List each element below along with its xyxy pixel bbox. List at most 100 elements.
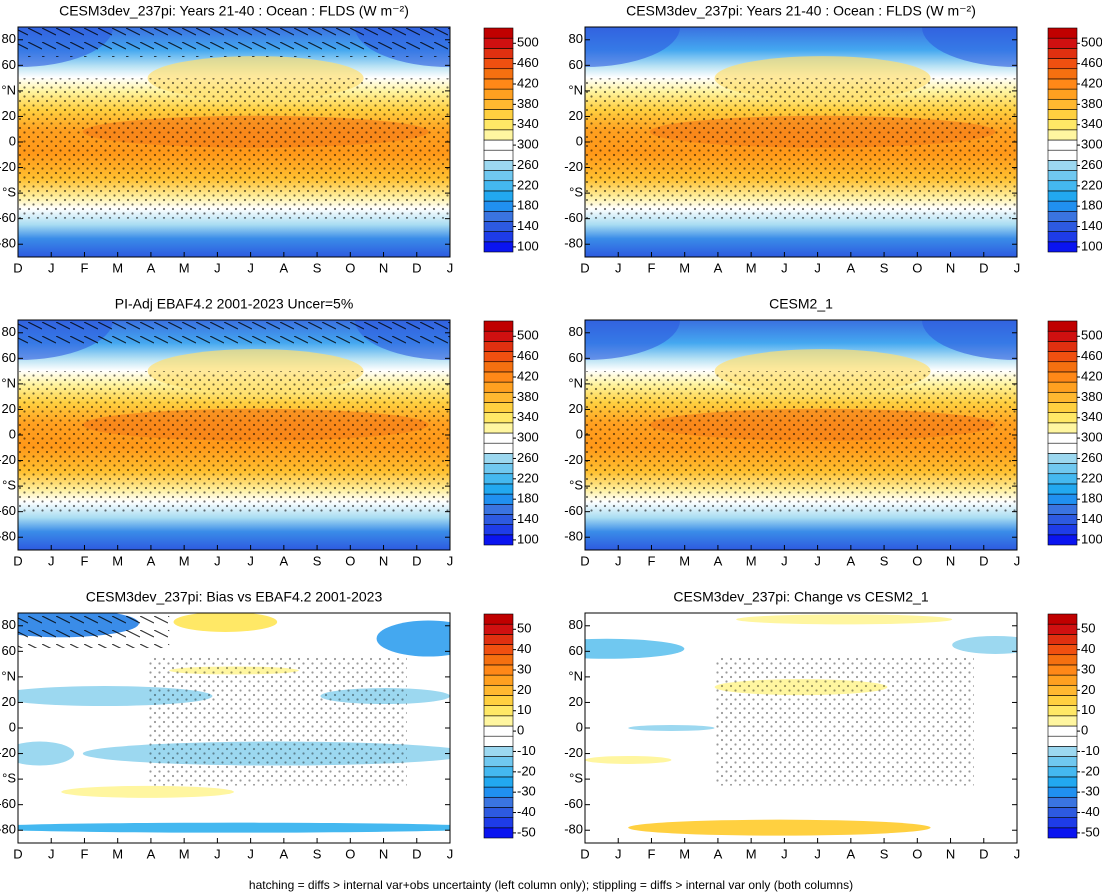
y-tick-label: 20 xyxy=(2,108,16,123)
colorbar-label: 500 xyxy=(1081,328,1102,343)
colorbar-label: 20 xyxy=(517,682,531,697)
x-tick-label: D xyxy=(13,260,22,275)
colorbar-box xyxy=(1047,98,1078,110)
colorbar-box xyxy=(1047,684,1078,696)
colorbar-box xyxy=(483,412,514,424)
y-tick-label: °S xyxy=(569,185,583,200)
colorbar-box xyxy=(483,391,514,403)
colorbar-box xyxy=(1047,48,1078,59)
y-tick-label: 0 xyxy=(9,133,16,148)
colorbar-label: 460 xyxy=(517,348,539,363)
field xyxy=(585,27,1017,257)
x-tick-label: D xyxy=(580,846,589,861)
x-tick-label: O xyxy=(345,846,355,861)
colorbar-label: 420 xyxy=(1081,75,1102,90)
colorbar-label: 100 xyxy=(517,531,539,546)
x-tick-label: M xyxy=(112,553,123,568)
x-tick-label: F xyxy=(647,260,655,275)
x-tick-label: N xyxy=(946,846,955,861)
x-tick-label: J xyxy=(615,260,622,275)
x-tick-label: D xyxy=(580,553,589,568)
y-tick-label: 80 xyxy=(569,31,583,46)
x-tick-label: F xyxy=(647,553,655,568)
x-tick-label: N xyxy=(379,846,388,861)
anomaly-patch xyxy=(585,638,685,659)
y-tick-label: 60 xyxy=(569,350,583,365)
colorbar-box xyxy=(1047,402,1078,413)
footer-note: hatching = diffs > internal var+obs unce… xyxy=(249,878,853,892)
colorbar-box xyxy=(483,453,514,464)
y-tick-label: 20 xyxy=(2,401,16,416)
colorbar-box xyxy=(483,180,514,192)
colorbar-box xyxy=(1047,534,1078,546)
colorbar-label: 20 xyxy=(1081,682,1095,697)
panel-title: CESM2_1 xyxy=(769,296,833,312)
colorbar-label: -30 xyxy=(517,784,536,799)
x-tick-label: A xyxy=(847,260,856,275)
y-tick-label: °S xyxy=(569,478,583,493)
panel: CESM3dev_237pi: Bias vs EBAF4.2 2001-202… xyxy=(0,589,536,862)
x-tick-label: D xyxy=(580,260,589,275)
colorbar-box xyxy=(1047,361,1078,373)
y-tick-label: 20 xyxy=(569,108,583,123)
colorbar-box xyxy=(1047,330,1078,342)
colorbar-box xyxy=(483,463,514,475)
x-tick-label: J xyxy=(48,846,55,861)
panel: CESM3dev_237pi: Years 21-40 : Ocean : FL… xyxy=(564,3,1102,276)
x-tick-label: A xyxy=(280,553,289,568)
y-tick-label: -80 xyxy=(0,529,16,544)
x-tick-label: M xyxy=(679,260,690,275)
x-tick-label: O xyxy=(345,260,355,275)
x-tick-label: F xyxy=(80,553,88,568)
stipple xyxy=(18,78,450,219)
colorbar-label: 420 xyxy=(1081,368,1102,383)
y-tick-label: 60 xyxy=(2,350,16,365)
x-tick-label: O xyxy=(912,260,922,275)
panel-title: CESM3dev_237pi: Years 21-40 : Ocean : FL… xyxy=(626,3,976,19)
colorbar-box xyxy=(1047,524,1078,536)
polar-n-r xyxy=(921,27,1017,67)
colorbar-box xyxy=(1047,391,1078,403)
colorbar-label: 100 xyxy=(517,238,539,253)
x-tick-label: F xyxy=(80,846,88,861)
colorbar-box xyxy=(483,807,514,818)
colorbar-box xyxy=(483,817,514,829)
colorbar-box xyxy=(1047,776,1078,788)
colorbar-box xyxy=(1047,807,1078,818)
colorbar-box xyxy=(1047,180,1078,192)
colorbar-label: 380 xyxy=(1081,96,1102,111)
colorbar-box xyxy=(1047,634,1078,645)
x-tick-label: J xyxy=(814,553,821,568)
colorbar-box xyxy=(1047,221,1078,232)
colorbar-label: -10 xyxy=(1081,743,1100,758)
y-tick-label: 20 xyxy=(569,694,583,709)
x-tick-label: O xyxy=(912,846,922,861)
field xyxy=(18,613,450,843)
colorbar-box xyxy=(1047,463,1078,475)
colorbar-box xyxy=(483,241,514,253)
colorbar-box xyxy=(1047,644,1078,656)
colorbar-box xyxy=(1047,766,1078,778)
polar-n-r xyxy=(921,320,1017,360)
colorbar-box xyxy=(1047,756,1078,768)
colorbar-label: 500 xyxy=(517,328,539,343)
y-tick-label: 0 xyxy=(576,719,583,734)
colorbar-box xyxy=(483,493,514,505)
colorbar-box xyxy=(483,402,514,413)
x-tick-label: A xyxy=(847,553,856,568)
colorbar-box xyxy=(483,149,514,161)
colorbar-box xyxy=(483,664,514,676)
colorbar-box xyxy=(1047,827,1078,839)
colorbar-box xyxy=(483,654,514,666)
colorbar-box xyxy=(1047,231,1078,243)
colorbar-box xyxy=(1047,351,1078,363)
colorbar-box xyxy=(483,432,514,444)
y-tick-label: °S xyxy=(2,771,16,786)
panel-title: CESM3dev_237pi: Bias vs EBAF4.2 2001-202… xyxy=(86,589,383,605)
stipple xyxy=(18,371,450,512)
colorbar-box xyxy=(1047,139,1078,151)
colorbar-box xyxy=(1047,817,1078,829)
x-tick-label: N xyxy=(946,553,955,568)
colorbar-label: 340 xyxy=(1081,116,1102,131)
colorbar-box xyxy=(483,221,514,232)
